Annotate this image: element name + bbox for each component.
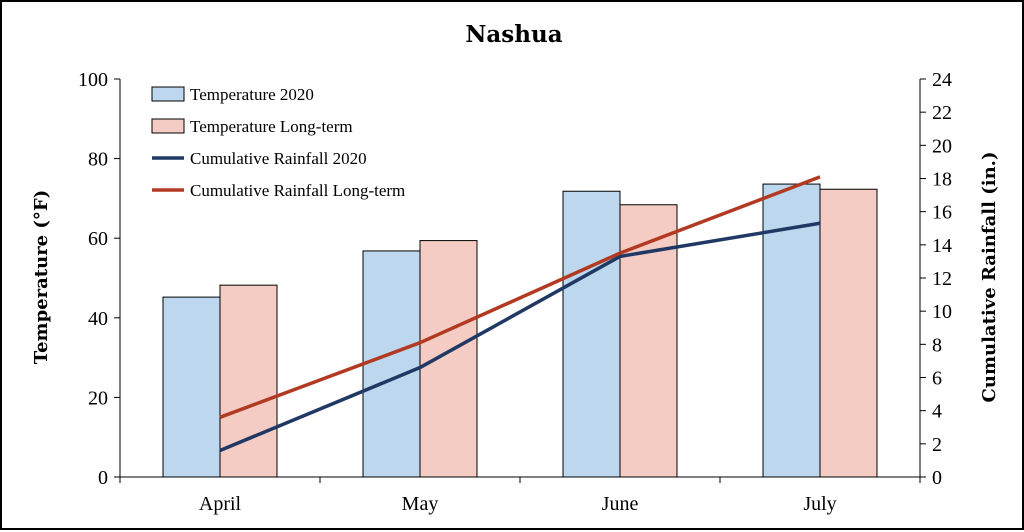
- y-left-tick-label: 80: [88, 149, 108, 171]
- y-left-tick-label: 40: [88, 308, 108, 330]
- legend: Temperature 2020 Temperature Long-term Cum…: [151, 85, 405, 200]
- line-rainfall-longterm: [219, 175, 821, 419]
- bars-group: [162, 183, 878, 478]
- y-right-tick-label: 2: [932, 434, 942, 456]
- y-left-tick-label: 20: [88, 387, 108, 409]
- bar-temp-longterm-july: [819, 188, 878, 478]
- legend-label: Cumulative Rainfall 2020: [190, 149, 367, 168]
- x-tick-label: May: [402, 493, 439, 515]
- line-rainfall-2020: [219, 221, 821, 453]
- y-right-tick-label: 0: [932, 467, 942, 489]
- legend-label: Temperature Long-term: [190, 117, 353, 136]
- x-tick-label: July: [803, 493, 836, 515]
- y-left-tick-label: 100: [78, 69, 108, 91]
- y-axis-left-title: Temperature (°F): [31, 190, 52, 364]
- x-tick-label: April: [199, 493, 242, 515]
- legend-label: Cumulative Rainfall Long-term: [190, 181, 405, 200]
- y-right-tick-label: 14: [932, 235, 952, 257]
- y-right-tick-label: 22: [932, 102, 952, 124]
- legend-swatch: [151, 118, 185, 134]
- y-right-tick-label: 6: [932, 368, 942, 390]
- y-right-tick-label: 8: [932, 334, 942, 356]
- y-left-tick-label: 60: [88, 228, 108, 250]
- bar-temp-longterm-may: [419, 240, 478, 478]
- y-right-tick-label: 10: [932, 301, 952, 323]
- legend-label: Temperature 2020: [190, 85, 314, 104]
- bar-temp-2020-april: [162, 296, 221, 478]
- y-right-tick-label: 24: [932, 69, 952, 91]
- y-axis-right-title: Cumulative Rainfall (in.): [979, 152, 1000, 403]
- y-right-tick-label: 12: [932, 268, 952, 290]
- legend-swatch: [151, 86, 185, 102]
- lines-group: [219, 175, 821, 453]
- y-right-tick-label: 18: [932, 169, 952, 191]
- bar-temp-2020-may: [362, 250, 421, 478]
- bar-temp-longterm-june: [619, 204, 678, 478]
- chart-title: Nashua: [465, 21, 562, 48]
- y-right-tick-label: 4: [932, 401, 942, 423]
- y-right-tick-label: 20: [932, 135, 952, 157]
- y-right-tick-label: 16: [932, 202, 952, 224]
- bar-temp-2020-june: [562, 190, 621, 478]
- x-tick-label: June: [602, 493, 639, 515]
- y-left-tick-label: 0: [98, 467, 108, 489]
